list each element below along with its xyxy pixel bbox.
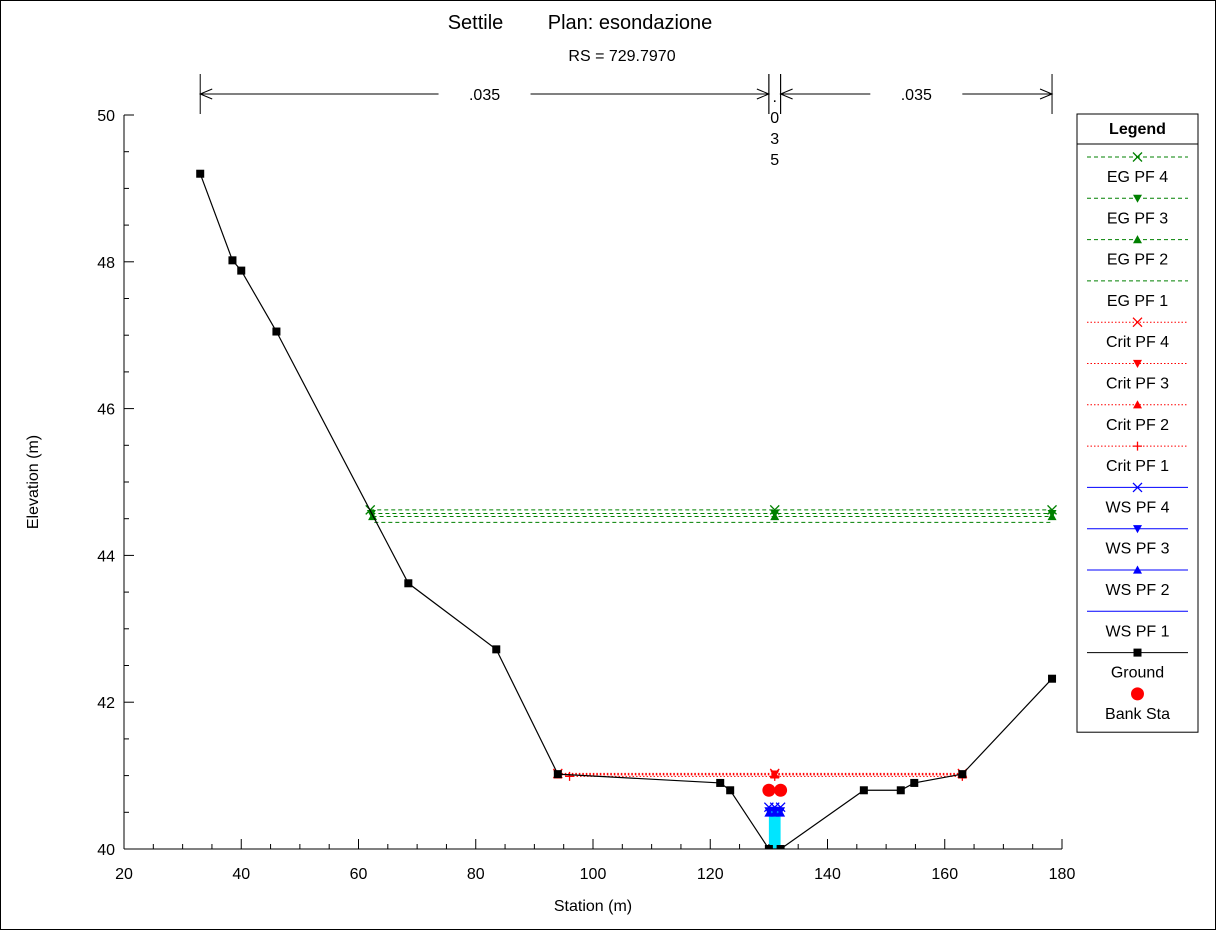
series-point: [764, 808, 774, 817]
x-axis-label: Station (m): [554, 898, 632, 915]
ground-point: [910, 778, 919, 787]
series-point: [770, 808, 780, 817]
ground-point: [958, 770, 967, 779]
water-fill: [768, 808, 781, 849]
series-point: [770, 771, 780, 781]
manning-n-annotations: .035 . 0 3 5 .035: [198, 74, 1054, 169]
legend-entry-label: Ground: [1111, 665, 1164, 682]
legend-box: [1076, 113, 1199, 733]
series-point: [1047, 504, 1057, 515]
legend-entry-label: WS PF 3: [1105, 541, 1169, 558]
bank-station-point: [774, 783, 788, 797]
legend-marker-eg-pf-2: [1133, 235, 1142, 244]
series-point: [1047, 511, 1057, 521]
legend-marker-crit-pf-3: [1133, 359, 1142, 368]
manning-arrowhead: [1039, 88, 1054, 100]
legend-entry-label: EG PF 3: [1107, 210, 1168, 227]
ground-point: [237, 266, 246, 275]
legend-entry-label: Bank Sta: [1105, 706, 1170, 723]
legend-entry-label: Crit PF 4: [1106, 334, 1169, 351]
ground-point: [896, 786, 905, 795]
x-tick-label: 60: [350, 866, 368, 883]
x-tick-label: 40: [232, 866, 250, 883]
series-point: [770, 511, 780, 521]
legend-entry-label: WS PF 4: [1105, 499, 1169, 516]
y-axis-label: Elevation (m): [25, 435, 42, 529]
manning-n-label: .035: [469, 87, 500, 104]
x-tick-label: 100: [580, 866, 607, 883]
ground-point: [228, 256, 237, 265]
y-tick-label: 46: [97, 402, 115, 419]
y-tick-label: 50: [97, 108, 115, 125]
legend-entry-label: WS PF 1: [1105, 623, 1169, 640]
ground-point: [492, 645, 501, 654]
bank-station-point: [762, 783, 776, 797]
legend: Legend EG PF 4 EG PF 3 EG PF 2 EG PF 1 Crit P…: [1076, 113, 1199, 733]
y-tick-label: 42: [97, 695, 115, 712]
ground-point: [716, 778, 725, 787]
legend-marker-ground: [1133, 648, 1142, 657]
chart-title: Settile Plan: esondazione: [448, 12, 713, 34]
x-tick-label: 160: [931, 866, 958, 883]
legend-entry-label: Crit PF 2: [1106, 417, 1169, 434]
ground-point: [553, 770, 562, 779]
ground-point: [726, 786, 735, 795]
legend-entry-label: EG PF 2: [1107, 252, 1168, 269]
x-tick-label: 80: [467, 866, 485, 883]
y-tick-label: 44: [97, 548, 115, 565]
legend-title: Legend: [1109, 121, 1166, 138]
legend-marker-ws-pf-3: [1133, 525, 1142, 534]
ground-line: [199, 173, 1053, 849]
legend-marker-bank-sta: [1131, 687, 1144, 701]
manning-n-label: .035: [901, 87, 932, 104]
legend-marker-crit-pf-4: [1132, 317, 1143, 328]
legend-entry-label: WS PF 2: [1105, 582, 1169, 599]
chart-subtitle: RS = 729.7970: [568, 48, 675, 65]
x-tick-label: 20: [115, 866, 133, 883]
legend-marker-ws-pf-4: [1132, 482, 1143, 493]
ground-point: [196, 169, 205, 178]
legend-marker-crit-pf-1: [1133, 441, 1142, 451]
manning-arrowhead: [198, 88, 213, 100]
plot-area: [196, 169, 1057, 849]
x-tick-label: 120: [697, 866, 724, 883]
y-tick-label: 40: [97, 842, 115, 859]
legend-entry-label: EG PF 4: [1107, 169, 1168, 186]
manning-arrowhead: [779, 88, 793, 100]
legend-entry-label: Crit PF 3: [1106, 376, 1169, 393]
legend-entry-label: EG PF 1: [1107, 293, 1168, 310]
x-tick-label: 180: [1049, 866, 1076, 883]
legend-marker-eg-pf-3: [1133, 194, 1142, 203]
y-tick-label: 48: [97, 255, 115, 272]
series-point: [769, 504, 780, 515]
ground-point: [859, 786, 868, 795]
legend-marker-eg-pf-4: [1132, 152, 1143, 162]
legend-entry-label: Crit PF 1: [1106, 458, 1169, 475]
ground-point: [776, 845, 785, 849]
legend-marker-ws-pf-2: [1133, 565, 1142, 574]
ground-point: [404, 579, 413, 588]
series-point: [565, 771, 575, 781]
ground-point: [1048, 674, 1057, 683]
x-tick-label: 140: [814, 866, 841, 883]
ground-point: [272, 327, 281, 336]
series-point: [776, 808, 786, 817]
legend-marker-crit-pf-2: [1133, 400, 1142, 409]
